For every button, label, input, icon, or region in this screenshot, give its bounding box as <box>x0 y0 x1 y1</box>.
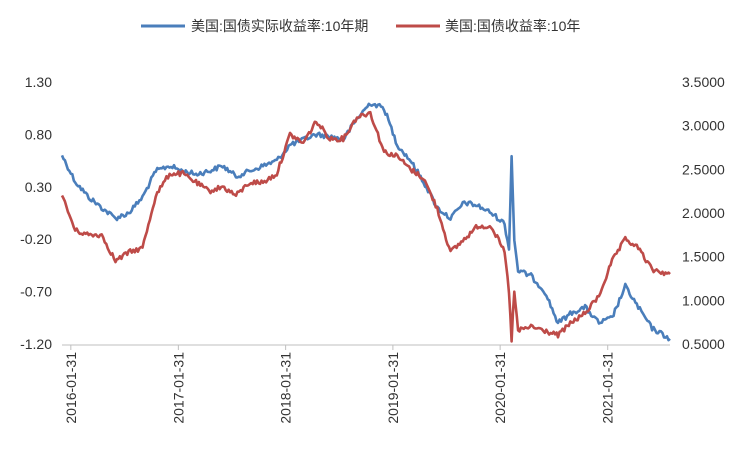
left-tick-label: -0.70 <box>20 284 52 300</box>
x-axis: 2016-01-31 2017-01-31 2018-01-31 2019-01-31… <box>62 344 670 424</box>
series-line-2 <box>60 110 671 343</box>
x-tick-label: 2019-01-31 <box>385 352 401 424</box>
x-tick-label: 2018-01-31 <box>278 352 294 424</box>
right-tick-label: 2.5000 <box>682 161 725 177</box>
x-tick-label: 2016-01-31 <box>63 352 79 424</box>
right-tick-label: 0.5000 <box>682 336 725 352</box>
left-axis-ticks: 1.30 0.80 0.30 -0.20 -0.70 -1.20 <box>20 74 52 352</box>
chart-legend: 美国:国债实际收益率:10年期 美国:国债收益率:10年 <box>141 18 580 34</box>
left-tick-label: 1.30 <box>25 74 52 90</box>
x-tick-label: 2017-01-31 <box>170 352 186 424</box>
left-tick-label: -1.20 <box>20 336 52 352</box>
legend-label-1: 美国:国债实际收益率:10年期 <box>191 18 368 34</box>
right-tick-label: 1.5000 <box>682 249 725 265</box>
left-tick-label: 0.80 <box>25 126 52 142</box>
legend-label-2: 美国:国债收益率:10年 <box>445 18 580 34</box>
right-tick-label: 3.5000 <box>682 74 725 90</box>
left-tick-label: -0.20 <box>20 231 52 247</box>
right-tick-label: 2.0000 <box>682 205 725 221</box>
right-tick-label: 1.0000 <box>682 292 725 308</box>
right-tick-label: 3.0000 <box>682 118 725 134</box>
series-layer <box>60 102 671 343</box>
series-line-1 <box>60 102 671 342</box>
x-tick-label: 2021-01-31 <box>600 352 616 424</box>
x-tick-label: 2020-01-31 <box>492 352 508 424</box>
left-tick-label: 0.30 <box>25 179 52 195</box>
right-axis-ticks: 3.5000 3.0000 2.5000 2.0000 1.5000 1.0000 0.50… <box>682 74 725 352</box>
